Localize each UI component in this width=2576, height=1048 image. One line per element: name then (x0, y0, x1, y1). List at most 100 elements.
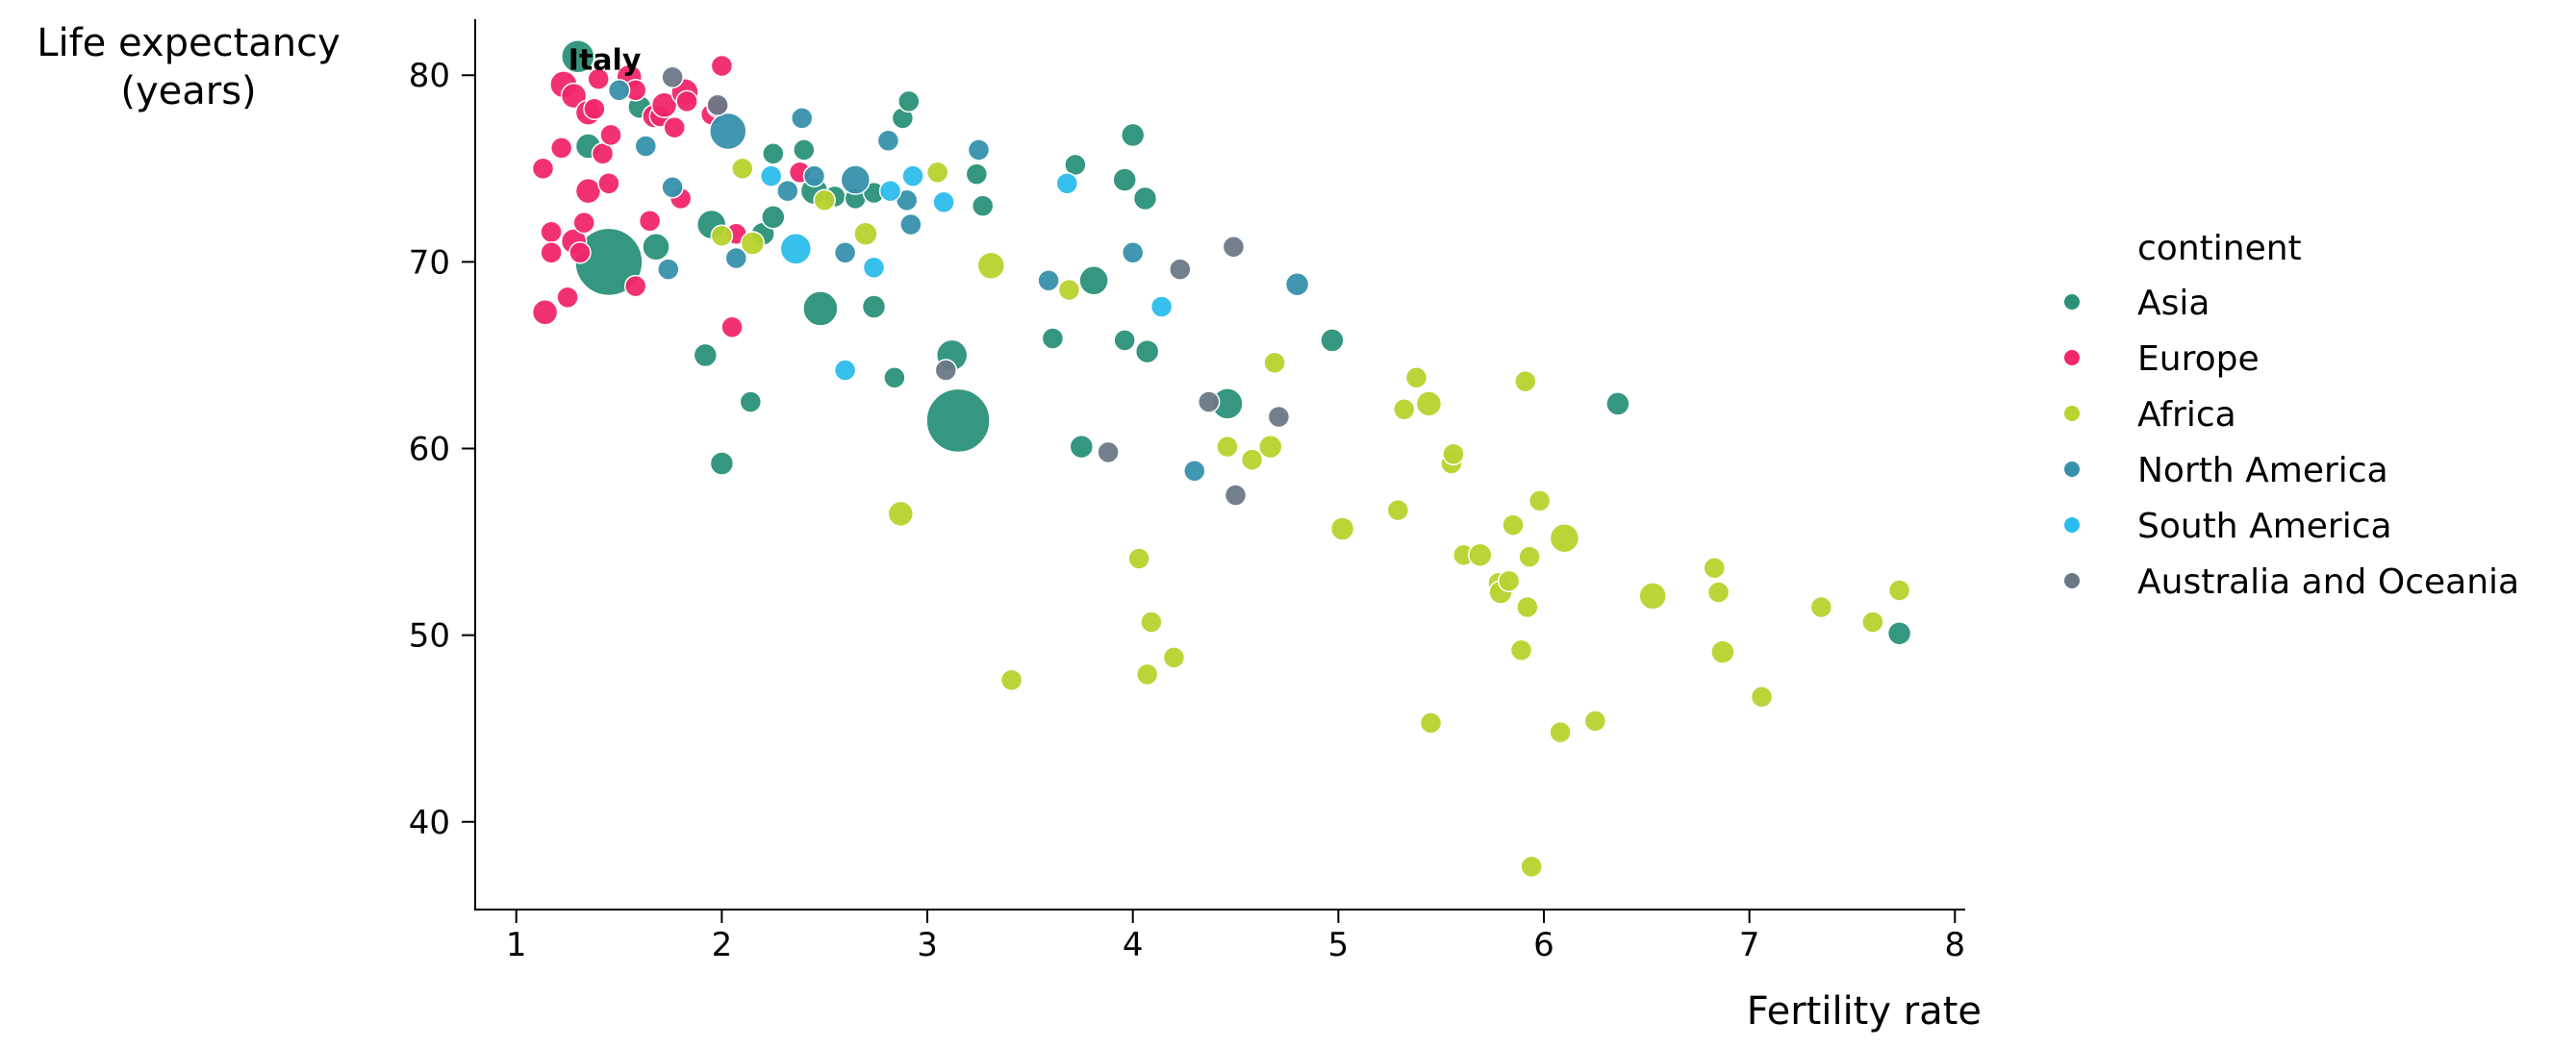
y-tick-label-40: 40 (409, 804, 450, 842)
point-africa-39 (1549, 522, 1580, 554)
point-north-america-0 (607, 79, 631, 102)
point-asia-29 (1078, 265, 1109, 296)
data-points (531, 39, 1912, 879)
point-asia-28 (1069, 434, 1095, 460)
point-africa-22 (1415, 390, 1443, 417)
x-tick-label-8: 8 (1944, 926, 1965, 964)
point-south-america-4 (878, 179, 902, 203)
point-south-america-6 (932, 190, 955, 213)
point-europe-9 (568, 240, 592, 264)
point-asia-26 (1041, 327, 1065, 350)
point-africa-38 (1549, 720, 1572, 744)
point-asia-23 (925, 387, 991, 454)
point-africa-6 (925, 161, 949, 184)
annotation-italy: Italy (568, 43, 642, 77)
point-africa-45 (1750, 685, 1774, 709)
point-asia-19 (883, 365, 906, 389)
y-tick-label-70: 70 (409, 243, 450, 282)
point-asia-27 (1064, 153, 1087, 177)
point-north-america-8 (802, 164, 826, 187)
point-africa-18 (1329, 516, 1355, 541)
point-europe-25 (663, 115, 686, 139)
legend-marker-africa (2064, 406, 2080, 421)
x-tick-label-2: 2 (712, 926, 733, 964)
point-africa-31 (1502, 513, 1525, 536)
point-europe-10 (572, 211, 595, 235)
legend-marker-asia (2064, 294, 2080, 310)
point-europe-20 (623, 274, 647, 298)
point-north-america-6 (776, 179, 799, 203)
point-europe-21 (638, 209, 662, 233)
point-australia-and-oceania-4 (1169, 258, 1192, 281)
x-tick-label-1: 1 (506, 926, 527, 964)
point-africa-20 (1392, 397, 1416, 421)
point-asia-36 (1320, 328, 1345, 353)
x-tick-label-3: 3 (917, 926, 938, 964)
legend-label-australia-and-oceania: Australia and Oceania (2137, 562, 2519, 602)
point-asia-6 (693, 342, 719, 368)
point-europe-11 (574, 177, 602, 205)
legend-marker-europe (2064, 350, 2080, 365)
point-north-america-10 (840, 164, 871, 195)
point-africa-21 (1404, 365, 1428, 389)
point-europe-7 (560, 82, 588, 110)
point-australia-and-oceania-0 (661, 65, 684, 88)
point-north-america-17 (1183, 460, 1206, 483)
x-ticks: 1 2 3 4 5 6 7 8 (506, 910, 1965, 964)
point-north-america-2 (657, 258, 680, 281)
legend-label-asia: Asia (2137, 284, 2210, 323)
point-asia-38 (1886, 620, 1912, 646)
point-africa-44 (1710, 639, 1735, 664)
point-africa-36 (1520, 855, 1543, 879)
point-africa-27 (1468, 542, 1493, 567)
point-africa-32 (1509, 638, 1533, 661)
x-tick-label-6: 6 (1533, 926, 1554, 964)
point-africa-3 (813, 188, 836, 212)
point-africa-23 (1419, 711, 1443, 735)
point-asia-31 (1113, 329, 1136, 352)
point-africa-46 (1809, 595, 1833, 619)
point-north-america-15 (1037, 269, 1060, 292)
point-south-america-8 (1149, 295, 1174, 318)
point-asia-12 (793, 138, 816, 162)
point-africa-7 (976, 251, 1006, 281)
y-ticks: 40 50 60 70 80 (409, 57, 475, 842)
point-africa-1 (731, 157, 754, 181)
point-asia-34 (1134, 338, 1160, 364)
point-africa-10 (1127, 547, 1150, 570)
y-tick-label-80: 80 (409, 57, 450, 95)
point-europe-15 (591, 142, 615, 165)
x-axis-label: Fertility rate (1747, 989, 1982, 1034)
point-africa-19 (1386, 498, 1410, 522)
point-south-america-2 (833, 359, 857, 382)
point-europe-28 (675, 89, 698, 113)
point-australia-and-oceania-3 (1097, 440, 1120, 464)
point-europe-6 (556, 286, 579, 310)
point-asia-30 (1112, 167, 1137, 192)
point-africa-8 (999, 668, 1023, 691)
point-europe-16 (597, 172, 620, 195)
point-europe-14 (587, 67, 610, 90)
point-europe-3 (531, 299, 559, 326)
legend-marker-north-america (2064, 462, 2080, 477)
point-africa-9 (1057, 278, 1081, 302)
point-north-america-16 (1121, 240, 1145, 264)
point-north-america-18 (1284, 271, 1310, 297)
point-australia-and-oceania-5 (1197, 390, 1221, 413)
point-asia-25 (971, 194, 995, 217)
point-asia-8 (739, 390, 763, 413)
point-north-america-5 (724, 246, 748, 270)
legend-label-europe: Europe (2137, 339, 2260, 379)
legend-title: continent (2137, 229, 2302, 268)
point-asia-11 (762, 142, 785, 165)
point-africa-34 (1516, 595, 1539, 619)
point-africa-40 (1583, 710, 1607, 733)
point-asia-10 (761, 205, 786, 230)
point-africa-41 (1638, 582, 1667, 611)
point-europe-13 (583, 97, 606, 120)
point-asia-4 (642, 233, 670, 262)
y-tick-label-50: 50 (409, 617, 450, 656)
point-africa-15 (1240, 448, 1264, 471)
y-axis-label-line-1: Life expectancy (37, 21, 341, 65)
point-africa-37 (1528, 489, 1552, 512)
